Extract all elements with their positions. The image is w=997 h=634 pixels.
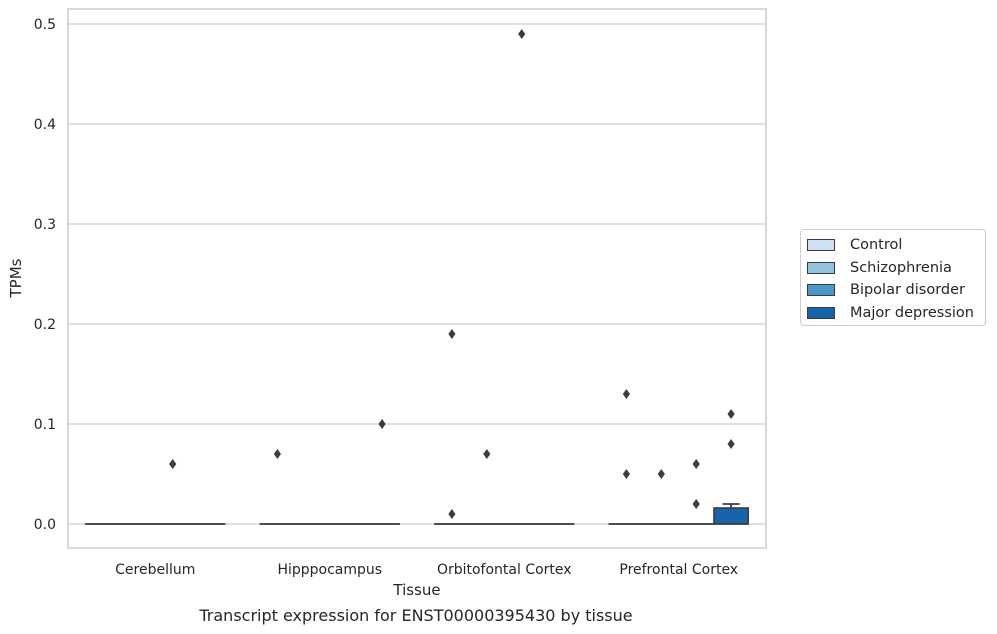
y-tick-label: 0.0 [34, 517, 56, 533]
x-tick-label: Hipppocampus [277, 562, 382, 578]
outlier-point [273, 449, 281, 459]
outlier-point [448, 509, 456, 519]
y-tick-label: 0.2 [34, 317, 56, 333]
legend-swatch [807, 306, 835, 319]
x-tick-labels: Cerebellum Hipppocampus Orbitofontal Corte… [115, 562, 738, 578]
outlier-point [692, 459, 700, 469]
plot-area [67, 8, 767, 549]
y-axis-title: TPMs [7, 258, 25, 298]
legend-label: Schizophrenia [850, 259, 952, 276]
y-tick-label: 0.4 [34, 117, 56, 133]
legend-swatch [807, 239, 835, 252]
outlier-point [657, 469, 665, 479]
legend-label: Control [850, 237, 903, 254]
x-tick-label: Orbitofontal Cortex [437, 562, 572, 578]
outlier-point [622, 469, 630, 479]
legend-swatch [807, 284, 835, 297]
legend-label: Bipolar disorder [850, 282, 965, 299]
outlier-point [692, 499, 700, 509]
chart-title: Transcript expression for ENST0000039543… [199, 606, 633, 625]
outlier-point [727, 409, 735, 419]
outlier-point [378, 419, 386, 429]
outlier-point [448, 329, 456, 339]
y-tick-label: 0.5 [34, 17, 56, 33]
legend-item: Bipolar disorder [807, 279, 985, 302]
outlier-point [483, 449, 491, 459]
box [713, 507, 750, 525]
legend-item: Control [807, 234, 985, 257]
x-tick-label: Prefrontal Cortex [619, 562, 738, 578]
box-plots [84, 503, 750, 525]
legend-swatch [807, 261, 835, 274]
x-tick-label: Cerebellum [115, 562, 195, 578]
y-tick-label: 0.3 [34, 217, 56, 233]
outlier-point [518, 29, 526, 39]
x-axis-title: Tissue [392, 581, 440, 599]
legend-label: Major depression [850, 304, 974, 321]
legend-item: Schizophrenia [807, 257, 985, 280]
outlier-point [169, 459, 177, 469]
outlier-points [169, 29, 735, 519]
legend-item: Major depression [807, 302, 985, 325]
legend: Control Schizophrenia Bipolar disorder Majo… [800, 229, 986, 326]
outlier-point [622, 389, 630, 399]
y-tick-labels: 0.0 0.1 0.2 0.3 0.4 0.5 [34, 17, 56, 533]
y-tick-label: 0.1 [34, 417, 56, 433]
outlier-point [727, 439, 735, 449]
